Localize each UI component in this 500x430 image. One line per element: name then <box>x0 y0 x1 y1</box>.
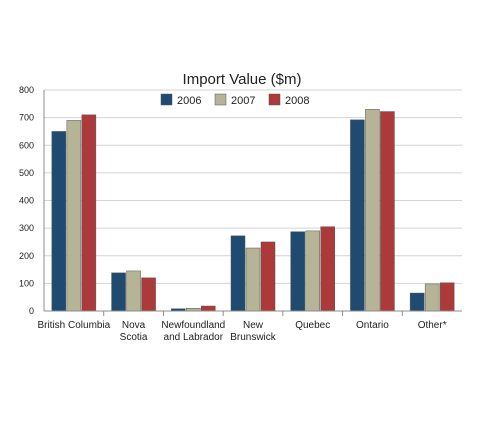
y-tick-label: 500 <box>19 168 34 178</box>
bar-2006-6 <box>409 292 425 312</box>
bar-2007-3 <box>245 247 261 312</box>
y-tick-label: 800 <box>19 85 34 95</box>
axis-layer: 0 100 200 300 400 500 600 700 800 British Columbi… <box>19 85 462 343</box>
x-category-label: Scotia <box>120 332 148 343</box>
bar-2008-1 <box>141 277 156 312</box>
legend-swatch-2008 <box>268 93 281 106</box>
bar-2007-4 <box>305 230 320 312</box>
bar-2007-0 <box>66 120 82 312</box>
x-category-label: and Labrador <box>164 332 224 343</box>
x-category-label: Nova <box>122 320 146 331</box>
bar-2008-5 <box>380 111 395 312</box>
bar-2008-2 <box>201 305 216 312</box>
x-category-label: Newfoundland <box>161 320 225 331</box>
y-tick-label: 200 <box>19 251 34 261</box>
legend-label-2006: 2006 <box>177 95 201 107</box>
bar-2008-0 <box>81 114 97 312</box>
x-category-label: Quebec <box>295 320 330 331</box>
y-tick-label: 700 <box>19 113 34 123</box>
y-tick-label: 0 <box>29 306 34 316</box>
x-category-label: Other* <box>418 320 447 331</box>
bar-2006-5 <box>350 119 365 312</box>
bar-2008-3 <box>260 241 276 312</box>
legend: 2006 2007 2008 <box>160 93 309 107</box>
bar-2008-6 <box>439 282 455 312</box>
legend-label-2008: 2008 <box>285 95 309 107</box>
y-tick-label: 600 <box>19 140 34 150</box>
legend-swatch-2007 <box>214 93 227 106</box>
y-tick-label: 100 <box>19 278 34 288</box>
legend-label-2007: 2007 <box>231 95 255 107</box>
x-category-label: Ontario <box>356 320 389 331</box>
x-category-label: Brunswick <box>230 332 277 343</box>
legend-swatch-2006 <box>160 93 173 106</box>
x-category-label: British Columbia <box>37 320 110 331</box>
y-tick-label: 400 <box>19 196 34 206</box>
bar-2008-4 <box>320 226 335 312</box>
bar-2006-1 <box>111 272 126 312</box>
bar-2006-4 <box>290 231 305 312</box>
bar-2007-5 <box>365 109 380 312</box>
x-category-label: New <box>243 320 264 331</box>
chart-title: Import Value ($m) <box>183 71 302 88</box>
bar-2006-0 <box>51 131 67 312</box>
bar-layer <box>51 109 455 312</box>
y-tick-label: 300 <box>19 223 34 233</box>
bar-2007-1 <box>126 270 141 312</box>
bar-2006-3 <box>230 235 246 312</box>
bar-2007-6 <box>424 283 440 312</box>
